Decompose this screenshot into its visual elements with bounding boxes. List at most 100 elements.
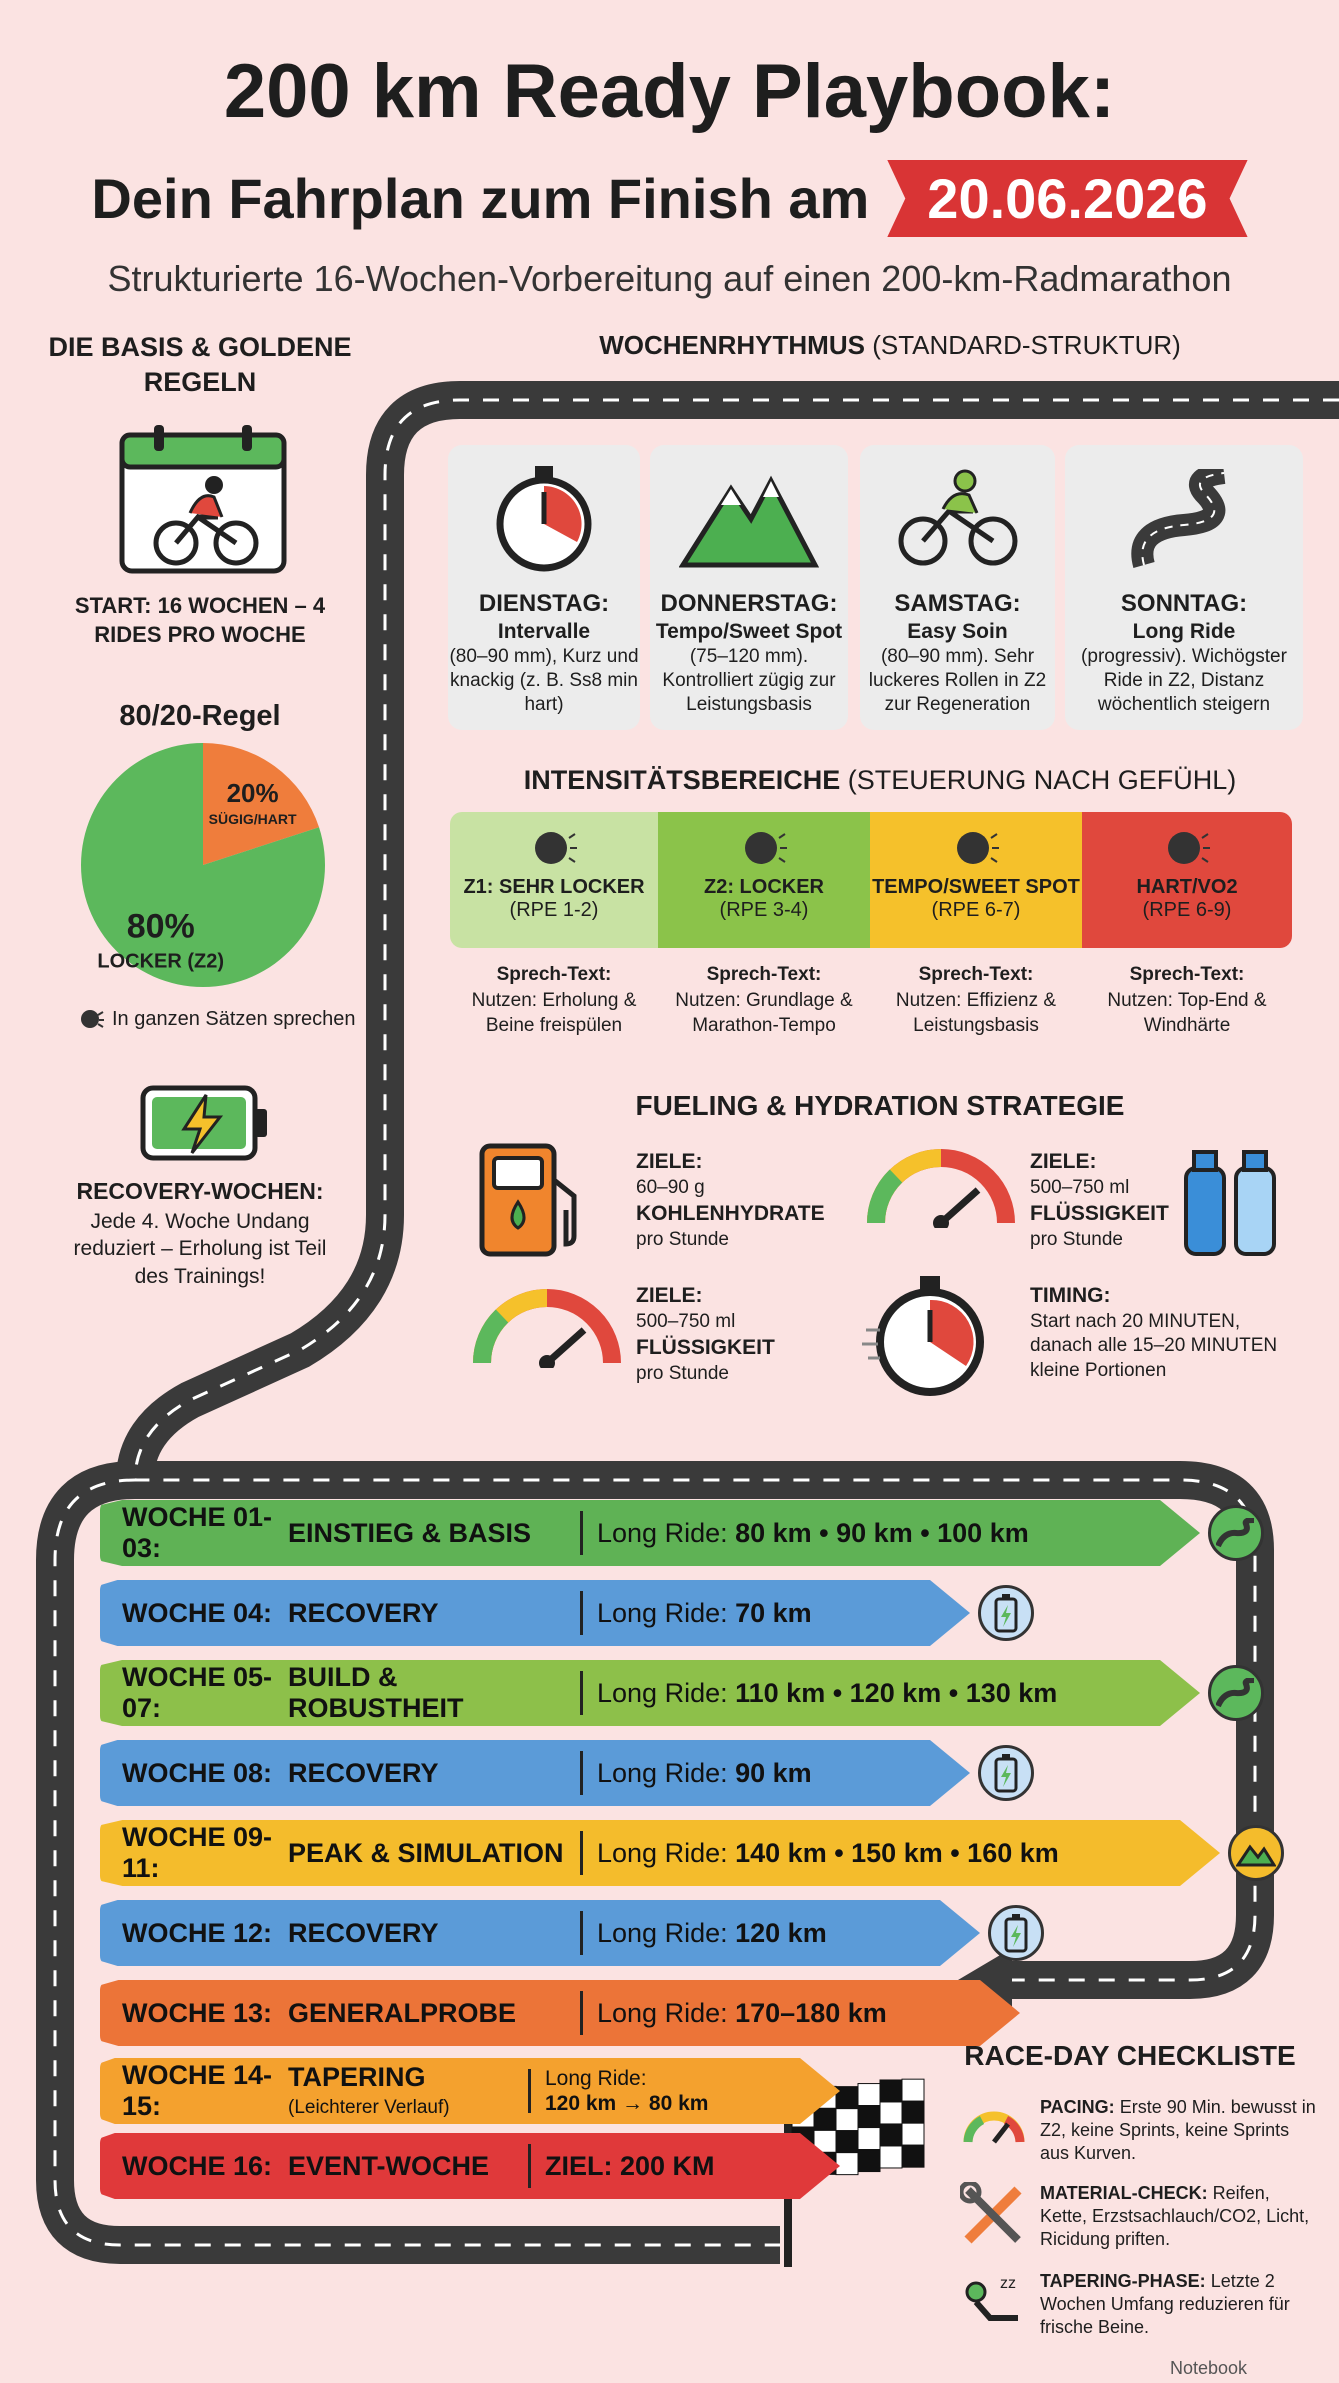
check-label-material: MATERIAL-CHECK:	[1040, 2183, 1208, 2203]
week-number: WOCHE 14-15:	[122, 2060, 273, 2121]
rhythm-heading-sub: (STANDARD-STRUKTUR)	[872, 330, 1181, 360]
zone-box: HART/VO2 (RPE 6-9)	[1082, 812, 1292, 948]
divider	[580, 1911, 583, 1955]
week-row: WOCHE 13: GENERALPROBE Long Ride: 170–180 …	[100, 1980, 1020, 2046]
stopwatch-icon	[862, 1276, 984, 1396]
fuel-unit-3: FLÜSSIGKEIT	[636, 1336, 775, 1360]
fuel-value-4: Start nach 20 MINUTEN,	[1030, 1310, 1241, 1332]
zone-rpe: (RPE 1-2)	[509, 899, 599, 921]
week-phase: GENERALPROBE	[288, 1997, 517, 2028]
zone-rpe: (RPE 3-4)	[719, 899, 809, 921]
calendar-cyclist-icon	[119, 425, 287, 574]
pie-sublabel: SÜGIG/HART	[209, 811, 297, 827]
basis-heading: DIE BASIS & GOLDENE REGELN	[48, 332, 352, 398]
week-row: WOCHE 12: RECOVERY Long Ride: 120 km	[100, 1900, 980, 1966]
day-type: Tempo/Sweet Spot	[655, 620, 843, 643]
svg-text:zz: zz	[1000, 2275, 1016, 2292]
week-phase: EINSTIEG & BASIS	[288, 1517, 532, 1548]
long-ride: Long Ride: 120 km	[597, 1917, 827, 1948]
day-desc: (80–90 mm), Kurz und knackig (z. B. Ss8 …	[449, 646, 639, 715]
divider	[580, 1511, 583, 1555]
day-name: DIENSTAG:	[478, 590, 610, 617]
day-desc: (progressiv). Wichögster Ride in Z2, Dis…	[1081, 646, 1287, 715]
gauge-icon	[866, 1149, 1015, 1228]
check-text-tapering: Letzte 2 Wochen Umfang reduzieren für fr…	[1040, 2271, 1290, 2338]
zone-speech-label: Sprech-Text:	[706, 964, 822, 985]
zone-name: Z1: SEHR LOCKER	[463, 876, 645, 898]
week-number: WOCHE 13:	[122, 1997, 273, 2028]
zones-heading: INTENSITÄTSBEREICHE	[523, 765, 841, 795]
week-number: WOCHE 09-11:	[122, 1822, 273, 1883]
long-ride: Long Ride: 140 km • 150 km • 160 km	[597, 1837, 1059, 1868]
fuel-rate-4: kleine Portionen	[1030, 1360, 1167, 1382]
day-card-dienstag: DIENSTAG: Intervalle (80–90 mm), Kurz und …	[448, 445, 640, 730]
pie-label: 20%	[227, 778, 279, 808]
brand-mark: Notebook	[1170, 2358, 1248, 2378]
day-type: Long Ride	[1132, 620, 1236, 643]
week-row: WOCHE 16: EVENT-WOCHE ZIEL: 200 KM	[100, 2133, 840, 2199]
fuel-value-1: 60–90 g	[636, 1176, 705, 1198]
battery-icon	[988, 1905, 1044, 1961]
zone-use: Nutzen: Top-End & Windhärte	[1107, 989, 1267, 1037]
stopwatch-icon	[448, 455, 640, 583]
fuel-value-2: 500–750 ml	[1030, 1176, 1130, 1198]
fuel-unit-2: FLÜSSIGKEIT	[1030, 1202, 1169, 1226]
battery-charging-icon	[140, 1085, 267, 1161]
week-phase: RECOVERY	[288, 1917, 439, 1948]
gauge-icon	[472, 1289, 621, 1368]
week-phase: RECOVERY	[288, 1757, 439, 1788]
road-icon	[1208, 1665, 1264, 1721]
fuel-value-3: 500–750 ml	[636, 1310, 736, 1332]
day-name: DONNERSTAG:	[660, 590, 838, 617]
fuel-unit-1: KOHLENHYDRATE	[636, 1202, 825, 1226]
week-phase: EVENT-WOCHE	[288, 2150, 490, 2181]
event-date-badge: 20.06.2026	[887, 160, 1248, 237]
long-ride: Long Ride: 80 km • 90 km • 100 km	[597, 1517, 1029, 1548]
zone-box: Z1: SEHR LOCKER (RPE 1-2)	[450, 812, 658, 948]
week-row: WOCHE 08: RECOVERY Long Ride: 90 km	[100, 1740, 970, 1806]
week-number: WOCHE 05-07:	[122, 1662, 273, 1723]
fuel-label-4: TIMING:	[1030, 1284, 1111, 1307]
day-desc: (75–120 mm). Kontrolliert zügig zur Leis…	[662, 646, 836, 715]
recovery-text: Jede 4. Woche Undang reduziert – Erholun…	[73, 1210, 327, 1288]
zone-use: Nutzen: Grundlage & Marathon-Tempo	[675, 989, 853, 1037]
mountain-icon	[650, 455, 848, 583]
long-ride: Long Ride: 90 km	[597, 1757, 812, 1788]
divider	[528, 2069, 531, 2113]
week-number: WOCHE 08:	[122, 1757, 273, 1788]
speech-note: In ganzen Sätzen sprechen	[112, 1008, 356, 1030]
zones-heading-sub: (STEUERUNG NACH GEFÜHL)	[847, 765, 1237, 795]
fuel-rate-2: pro Stunde	[1030, 1229, 1123, 1251]
fuel-pump-icon	[479, 1143, 577, 1257]
zone-description: Sprech-Text: Nutzen: Top-End & Windhärte	[1082, 962, 1292, 1039]
week-row: WOCHE 14-15: TAPERING (Leichterer Verlauf)…	[100, 2058, 840, 2124]
pie-sublabel: LOCKER (Z2)	[97, 950, 224, 972]
zone-box: Z2: LOCKER (RPE 3-4)	[658, 812, 870, 948]
zone-use: Nutzen: Effizienz & Leistungsbasis	[895, 989, 1057, 1037]
pie-slice-80	[80, 743, 325, 987]
day-card-sonntag: SONNTAG: Long Ride (progressiv). Wichögste…	[1065, 445, 1303, 730]
zone-speech-label: Sprech-Text:	[1129, 964, 1245, 985]
cyclist-icon	[860, 455, 1055, 583]
day-name: SONNTAG:	[1120, 590, 1248, 617]
pie-slice-20	[203, 743, 320, 865]
long-ride: ZIEL: 200 KM	[545, 2150, 715, 2181]
fuel-label-1: ZIELE:	[636, 1150, 703, 1173]
fuel-unit-4: danach alle 15–20 MINUTEN	[1030, 1335, 1278, 1357]
speaking-head-icon	[535, 832, 577, 864]
pie-chart: 20% SÜGIG/HART 80% LOCKER (Z2)	[80, 743, 325, 987]
week-row: WOCHE 01-03: EINSTIEG & BASIS Long Ride: 8…	[100, 1500, 1200, 1566]
week-row: WOCHE 04: RECOVERY Long Ride: 70 km	[100, 1580, 970, 1646]
week-number: WOCHE 12:	[122, 1917, 273, 1948]
day-card-donnerstag: DONNERSTAG: Tempo/Sweet Spot (75–120 mm). …	[650, 445, 848, 730]
week-phase: PEAK & SIMULATION	[288, 1837, 564, 1868]
fuel-rate-1: pro Stunde	[636, 1229, 729, 1251]
mountain-icon	[1228, 1825, 1284, 1881]
tagline: Strukturierte 16-Wochen-Vorbereitung auf…	[107, 258, 1232, 299]
fueling-heading: FUELING & HYDRATION STRATEGIE	[635, 1090, 1125, 1121]
divider	[580, 1991, 583, 2035]
week-row: WOCHE 05-07: BUILD & ROBUSTHEIT Long Ride:…	[100, 1660, 1200, 1726]
check-label-pacing: PACING:	[1040, 2097, 1115, 2117]
check-label-tapering: TAPERING-PHASE:	[1040, 2271, 1206, 2291]
speaking-head-icon	[1168, 832, 1210, 864]
